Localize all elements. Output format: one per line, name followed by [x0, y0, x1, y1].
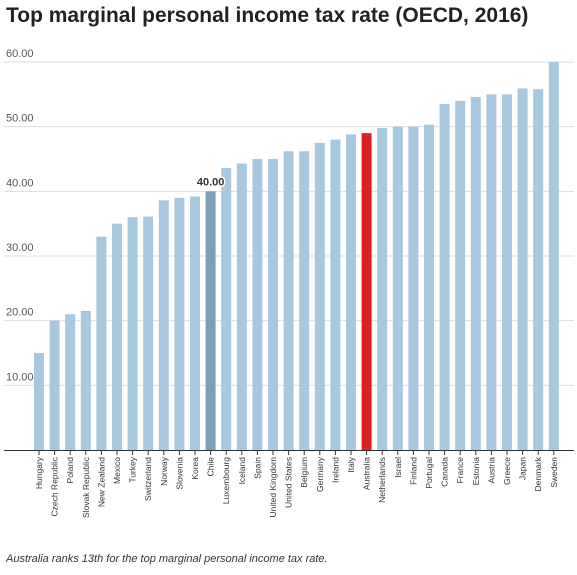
- x-tick-label: Denmark: [533, 456, 543, 491]
- x-tick-label: Switzerland: [143, 457, 153, 501]
- x-tick-label: Ireland: [330, 457, 340, 483]
- bar-united-states: [283, 151, 294, 451]
- bar-new-zealand: [96, 236, 107, 450]
- x-tick-label: Greece: [502, 457, 512, 485]
- x-tick-label: Slovak Republic: [81, 456, 91, 518]
- x-tick-label: Sweden: [549, 457, 559, 488]
- bar-norway: [158, 200, 169, 450]
- x-tick-label: Italy: [346, 456, 356, 472]
- x-tick-label: Chile: [206, 457, 216, 477]
- x-tick-label: Portugal: [424, 457, 434, 489]
- bar-sweden: [548, 62, 559, 450]
- x-tick-label: Iceland: [237, 457, 247, 485]
- x-tick-label: Belgium: [299, 457, 309, 488]
- x-tick-label: Korea: [190, 457, 200, 480]
- x-tick-label: Canada: [440, 457, 450, 487]
- x-tick-label: Slovenia: [174, 457, 184, 490]
- data-label: 40.00: [197, 176, 225, 188]
- bar-germany: [314, 142, 325, 451]
- bar-ireland: [330, 139, 341, 450]
- bar-mexico: [112, 223, 122, 450]
- bar-czech-republic: [49, 320, 60, 450]
- bar-greece: [502, 94, 512, 450]
- x-tick-label: Norway: [159, 456, 169, 486]
- bar-luxembourg: [221, 168, 232, 450]
- x-tick-label: Estonia: [471, 457, 481, 486]
- x-tick-label: Austria: [486, 457, 496, 484]
- x-tick-label: Hungary: [34, 456, 44, 489]
- bar-turkey: [127, 217, 138, 450]
- bar-denmark: [533, 89, 544, 450]
- chart-caption: Australia ranks 13th for the top margina…: [6, 553, 328, 565]
- y-tick-label: 40.00: [6, 177, 34, 189]
- x-tick-label: Turkey: [128, 456, 138, 482]
- x-tick-label: Mexico: [112, 457, 122, 484]
- x-tick-label: Germany: [315, 456, 325, 492]
- bar-france: [455, 100, 466, 451]
- x-tick-label: Netherlands: [377, 457, 387, 503]
- bar-hungary: [34, 353, 44, 450]
- bar-portugal: [424, 124, 434, 450]
- x-tick-label: New Zealand: [96, 457, 106, 507]
- x-tick-label: Spain: [252, 457, 262, 479]
- bar-netherlands: [377, 127, 388, 451]
- bar-belgium: [299, 151, 310, 451]
- x-tick-label: Israel: [393, 457, 403, 478]
- x-tick-label: Australia: [362, 457, 372, 490]
- bar-slovenia: [174, 197, 185, 450]
- bar-korea: [190, 196, 200, 450]
- bar-canada: [439, 104, 450, 451]
- y-tick-label: 30.00: [6, 242, 34, 254]
- bar-israel: [392, 126, 403, 451]
- y-tick-label: 50.00: [6, 113, 34, 125]
- bar-slovak-republic: [80, 310, 91, 450]
- y-tick-label: 20.00: [6, 307, 34, 319]
- x-tick-label: United Kingdom: [268, 457, 278, 517]
- bar-chile: [205, 191, 216, 451]
- chart-title: Top marginal personal income tax rate (O…: [6, 4, 529, 27]
- bar-poland: [65, 314, 76, 450]
- bar-austria: [486, 94, 497, 450]
- y-tick-label: 10.00: [6, 371, 34, 383]
- bar-estonia: [470, 96, 481, 451]
- bar-australia: [361, 133, 372, 450]
- x-tick-label: United States: [284, 457, 294, 508]
- x-tick-label: France: [455, 457, 465, 484]
- y-tick-label: 60.00: [6, 48, 34, 60]
- bar-japan: [517, 88, 528, 450]
- bar-spain: [252, 159, 263, 450]
- x-tick-label: Finland: [408, 457, 418, 485]
- x-tick-label: Luxembourg: [221, 457, 231, 505]
- bar-finland: [408, 126, 419, 451]
- x-tick-label: Japan: [518, 457, 528, 480]
- bar-italy: [346, 134, 356, 450]
- bar-iceland: [236, 163, 247, 450]
- x-tick-label: Poland: [65, 457, 75, 484]
- x-tick-label: Czech Republic: [50, 456, 60, 516]
- bar-switzerland: [143, 216, 154, 450]
- bar-united-kingdom: [268, 159, 278, 450]
